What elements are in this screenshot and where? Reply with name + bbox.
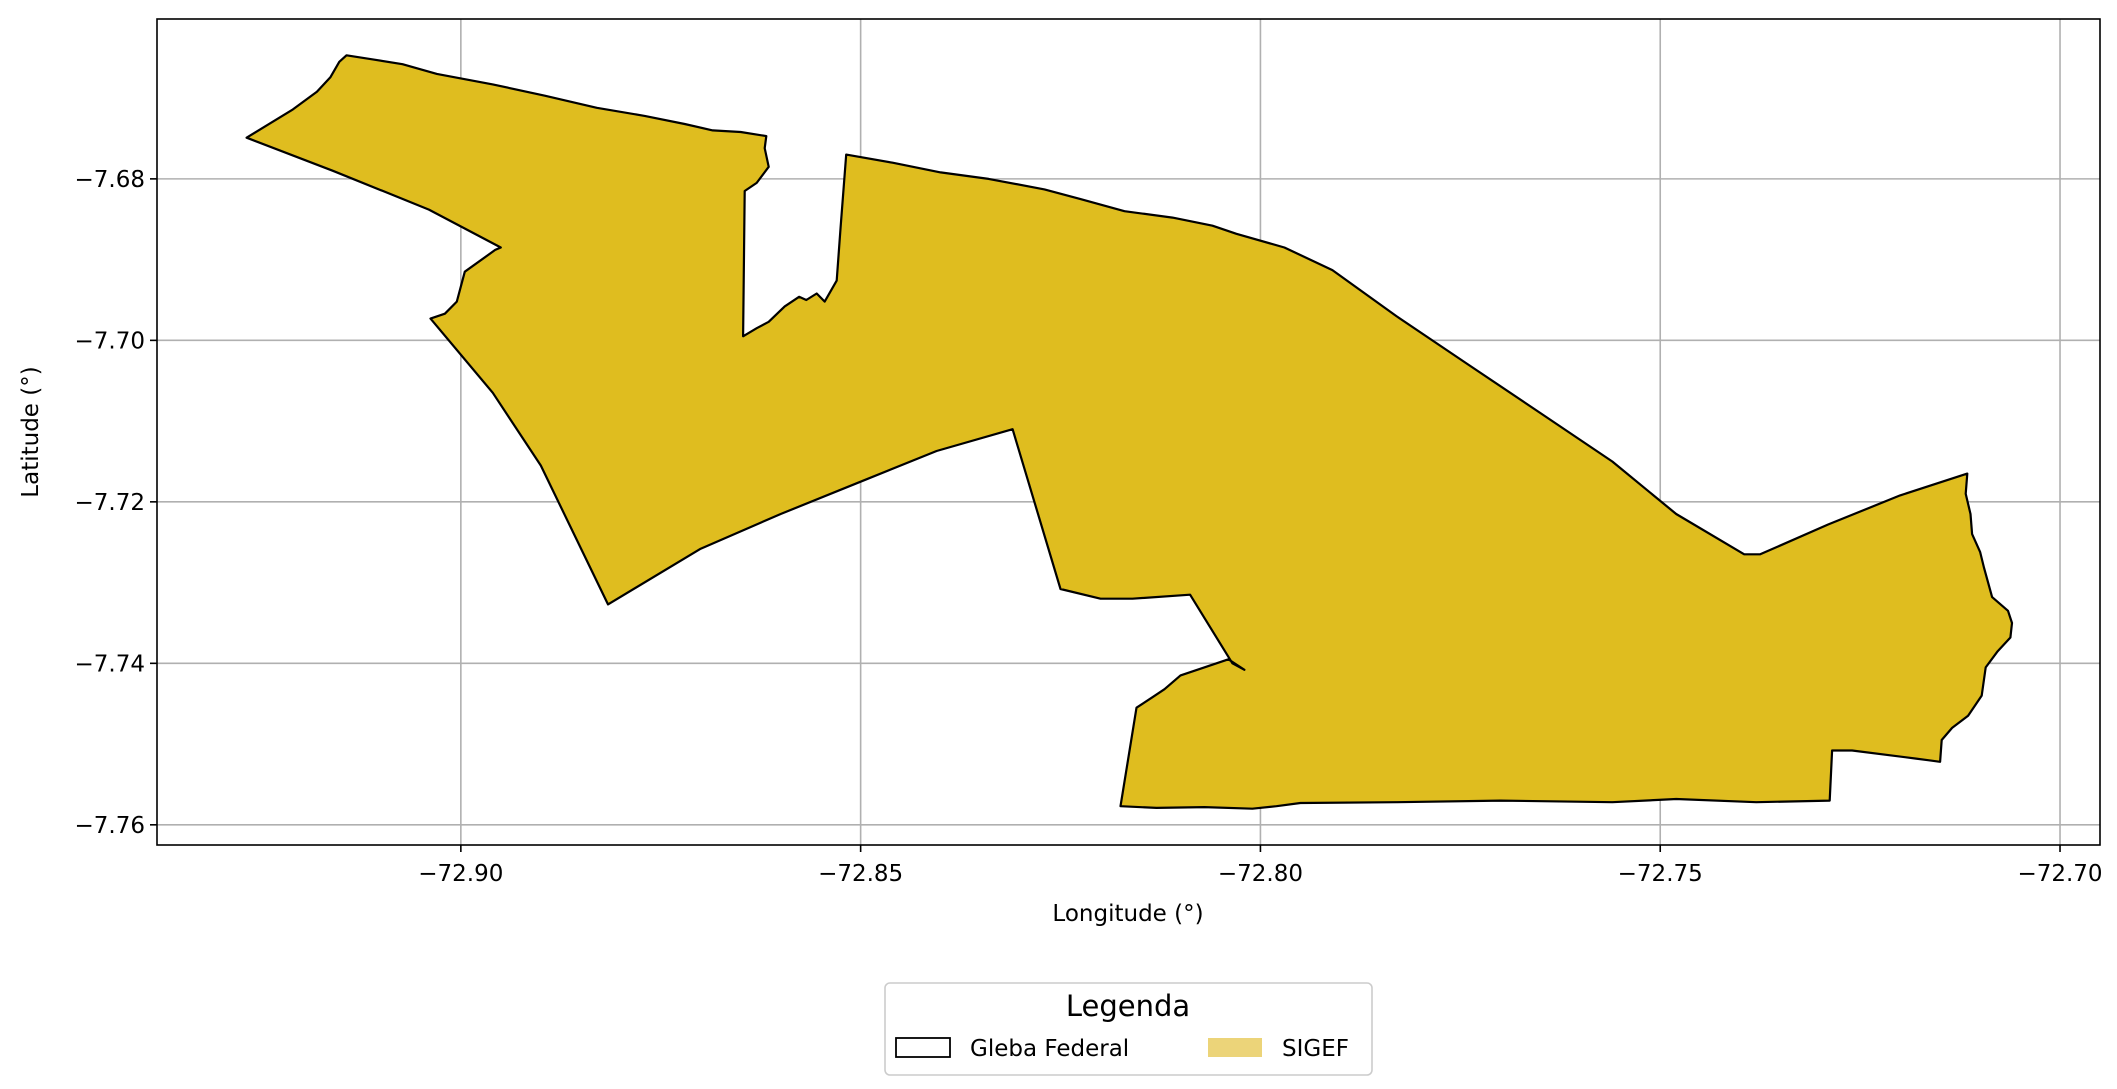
x-axis-ticks: −72.90 −72.85 −72.80 −72.75 −72.70 [418,845,2103,887]
polygon-sigef [245,54,2014,810]
y-tick-label: −7.68 [75,167,145,193]
y-axis-ticks: −7.68 −7.70 −7.72 −7.74 −7.76 [75,167,157,839]
plot-area: −72.90 −72.85 −72.80 −72.75 −72.70 −7.68 −7.7… [75,18,2103,887]
x-tick-label: −72.80 [1218,861,1303,887]
x-tick-label: −72.75 [1618,861,1703,887]
y-axis-label: Latitude (°) [18,366,44,497]
map-layers [245,54,2014,810]
x-tick-label: −72.90 [418,861,503,887]
y-tick-label: −7.76 [75,813,145,839]
x-axis-label: Longitude (°) [1052,901,1203,927]
x-tick-label: −72.85 [818,861,903,887]
legend-swatch-gleba-federal [895,1037,951,1058]
axes-frame [156,18,2101,846]
y-tick-label: −7.70 [75,328,145,354]
y-tick-label: −7.74 [75,651,145,677]
legend-label-sigef: SIGEF [1282,1036,1349,1062]
x-tick-label: −72.70 [2017,861,2102,887]
legend-title: Legenda [1066,989,1190,1023]
legend-swatch-sigef [1208,1038,1262,1057]
y-tick-label: −7.72 [75,490,145,516]
legend: Legenda Gleba Federal SIGEF [884,982,1373,1076]
legend-label-gleba-federal: Gleba Federal [970,1036,1129,1062]
